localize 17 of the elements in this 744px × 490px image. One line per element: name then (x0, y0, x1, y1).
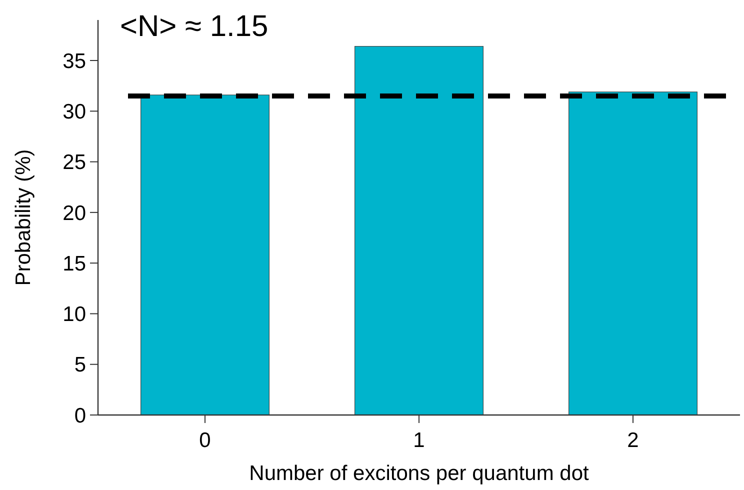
bar (140, 94, 270, 416)
x-tick-label: 1 (413, 429, 425, 452)
y-tick-label: 25 (62, 151, 86, 174)
bar (568, 92, 698, 416)
y-axis-title: Probability (%) (12, 149, 35, 286)
y-tick-label: 0 (74, 404, 86, 428)
y-tick-label: 5 (74, 354, 86, 377)
x-tick-label: 2 (627, 429, 639, 452)
y-tick-label: 10 (62, 303, 86, 326)
y-tick-label: 30 (62, 100, 86, 124)
y-tick-label: 35 (62, 50, 86, 73)
annotation: <N> ≈ 1.15 (120, 10, 268, 43)
x-axis-title: Number of excitons per quantum dot (249, 462, 590, 485)
y-tick-label: 15 (62, 252, 86, 276)
y-tick-label: 20 (62, 202, 86, 225)
x-tick-label: 0 (199, 429, 211, 452)
bar (354, 46, 484, 416)
